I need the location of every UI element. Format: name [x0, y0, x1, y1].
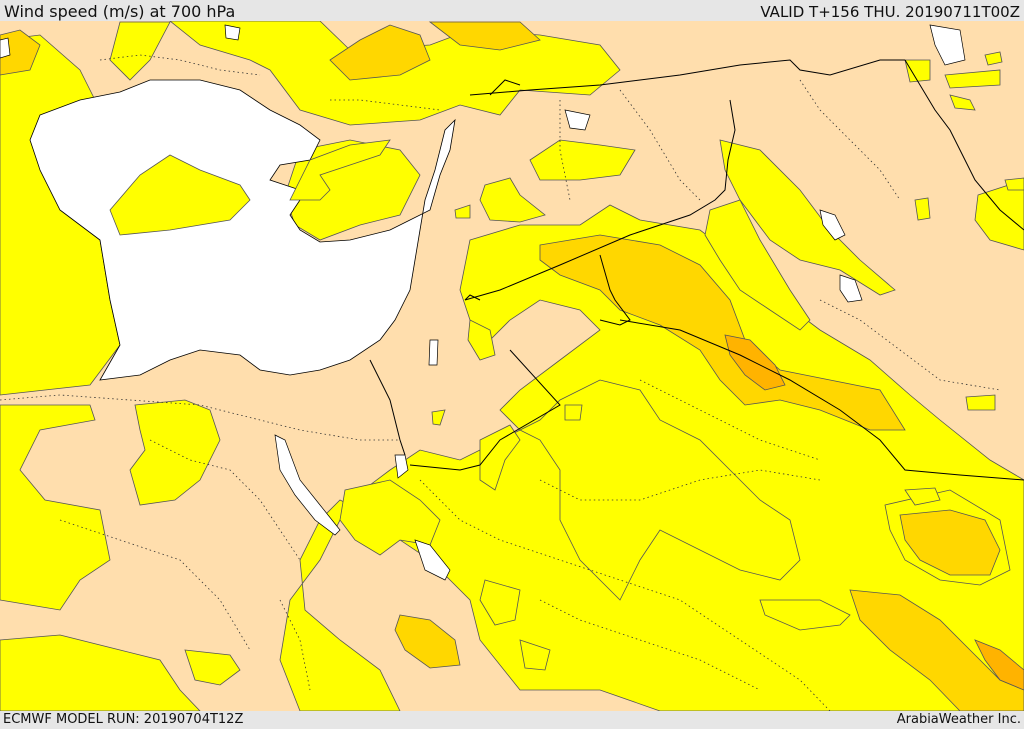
fresh-wind-regions	[0, 21, 1024, 711]
map-header: Wind speed (m/s) at 700 hPa VALID T+156 …	[0, 0, 1024, 21]
wind-speed-map[interactable]	[0, 21, 1024, 711]
country-borders	[369, 59, 1024, 481]
model-run: ECMWF MODEL RUN: 20190704T12Z	[3, 712, 244, 727]
valid-time: VALID T+156 THU. 20190711T00Z	[760, 3, 1020, 21]
map-footer: ECMWF MODEL RUN: 20190704T12Z ArabiaWeat…	[0, 711, 1024, 729]
map-title: Wind speed (m/s) at 700 hPa	[4, 2, 236, 21]
credit-text: ArabiaWeather Inc.	[896, 712, 1021, 727]
region-borders	[0, 54, 1001, 711]
calm-wind-region	[29, 79, 456, 381]
calm-water-areas	[0, 24, 966, 581]
map-canvas	[0, 21, 1024, 711]
